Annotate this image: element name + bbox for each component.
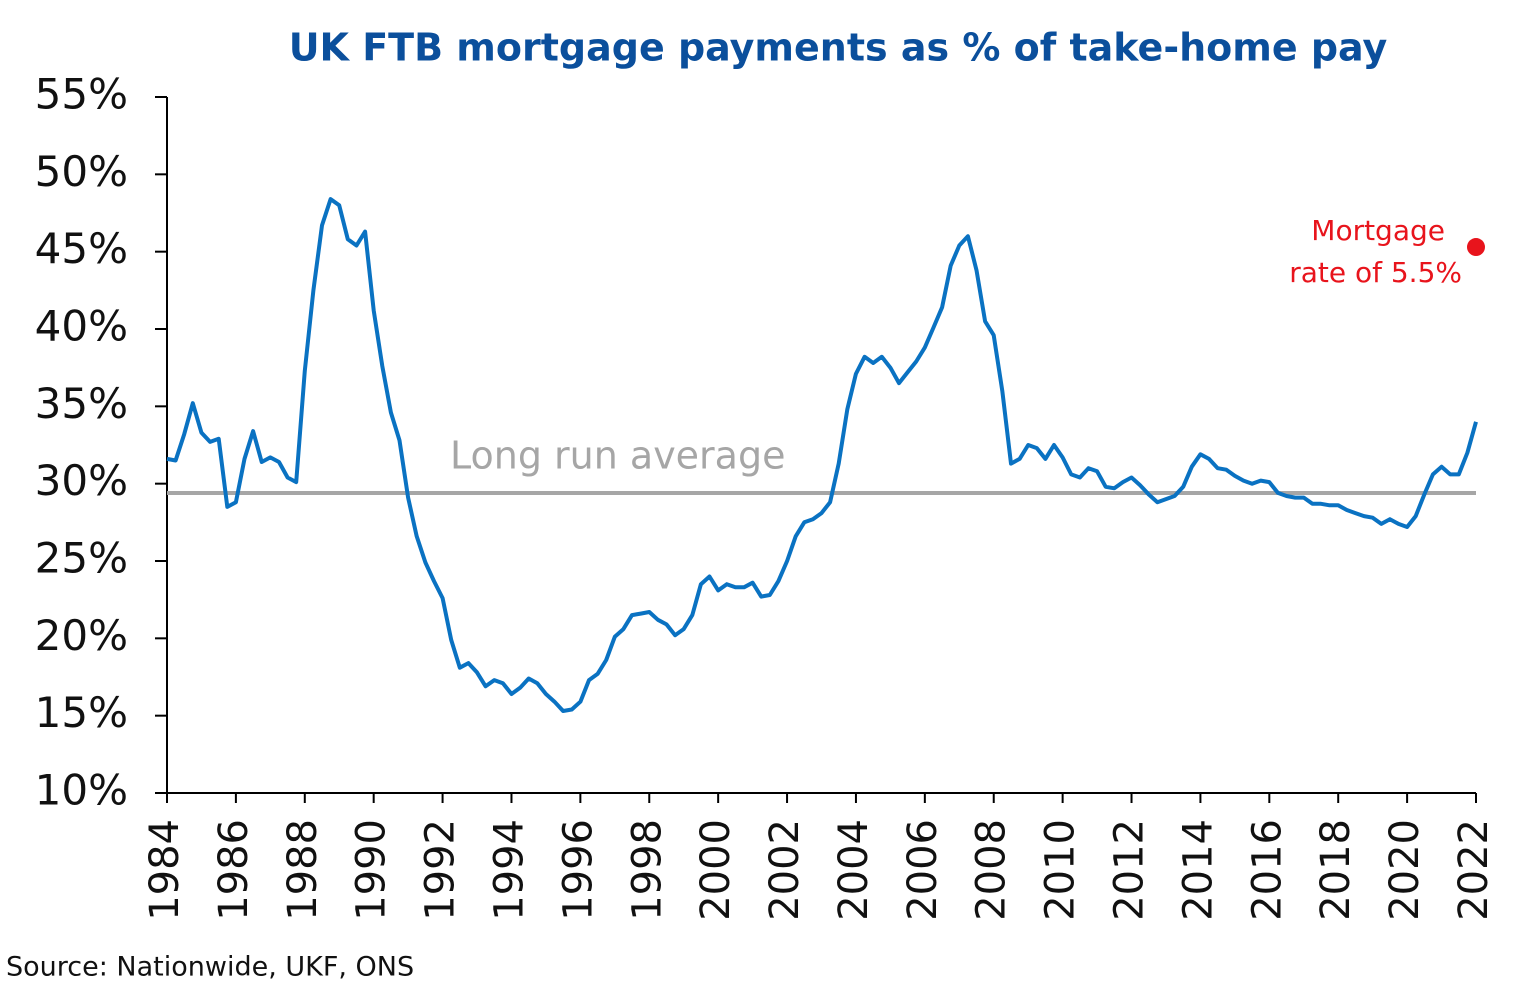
- y-tick-label: 25%: [35, 534, 128, 583]
- x-tick-label: 2018: [1313, 819, 1359, 921]
- x-tick-label: 2020: [1382, 819, 1428, 921]
- reference-label: Long run average: [450, 434, 785, 478]
- x-tick-label: 1992: [418, 819, 464, 921]
- y-tick-label: 40%: [35, 302, 128, 351]
- x-tick-label: 1994: [486, 819, 532, 921]
- x-tick-label: 2022: [1451, 819, 1497, 921]
- y-tick-label: 35%: [35, 379, 128, 428]
- data-line: [166, 197, 1478, 713]
- x-tick-label: 2006: [900, 819, 946, 921]
- x-tick-label: 2004: [831, 819, 877, 921]
- y-tick-label: 55%: [35, 70, 128, 119]
- x-tick-label: 2014: [1175, 819, 1221, 921]
- source-note: Source: Nationwide, UKF, ONS: [6, 952, 414, 983]
- x-tick-label: 1984: [142, 819, 188, 921]
- x-tick-label: 1988: [280, 819, 326, 921]
- x-tick-label: 2002: [762, 819, 808, 921]
- x-tick-label: 2000: [693, 819, 739, 921]
- annotation-point: [1467, 238, 1485, 257]
- y-tick-label: 10%: [35, 766, 128, 815]
- x-tick-label: 1998: [624, 819, 670, 921]
- x-tick-label: 1996: [555, 819, 601, 921]
- chart-title: UK FTB mortgage payments as % of take-ho…: [289, 26, 1388, 70]
- y-tick-label: 15%: [35, 688, 128, 737]
- x-tick-label: 1990: [349, 819, 395, 921]
- annotation-text: Mortgage: [1311, 214, 1445, 247]
- y-tick-label: 45%: [35, 224, 128, 273]
- y-tick-label: 30%: [35, 456, 128, 505]
- y-tick-label: 20%: [35, 611, 128, 660]
- x-tick-label: 2012: [1107, 819, 1153, 921]
- x-tick-label: 2010: [1038, 819, 1084, 921]
- y-tick-label: 50%: [35, 147, 128, 196]
- x-tick-label: 2008: [969, 819, 1015, 921]
- x-tick-label: 1986: [211, 819, 257, 921]
- annotation-text: rate of 5.5%: [1289, 256, 1462, 289]
- x-tick-label: 2016: [1244, 819, 1290, 921]
